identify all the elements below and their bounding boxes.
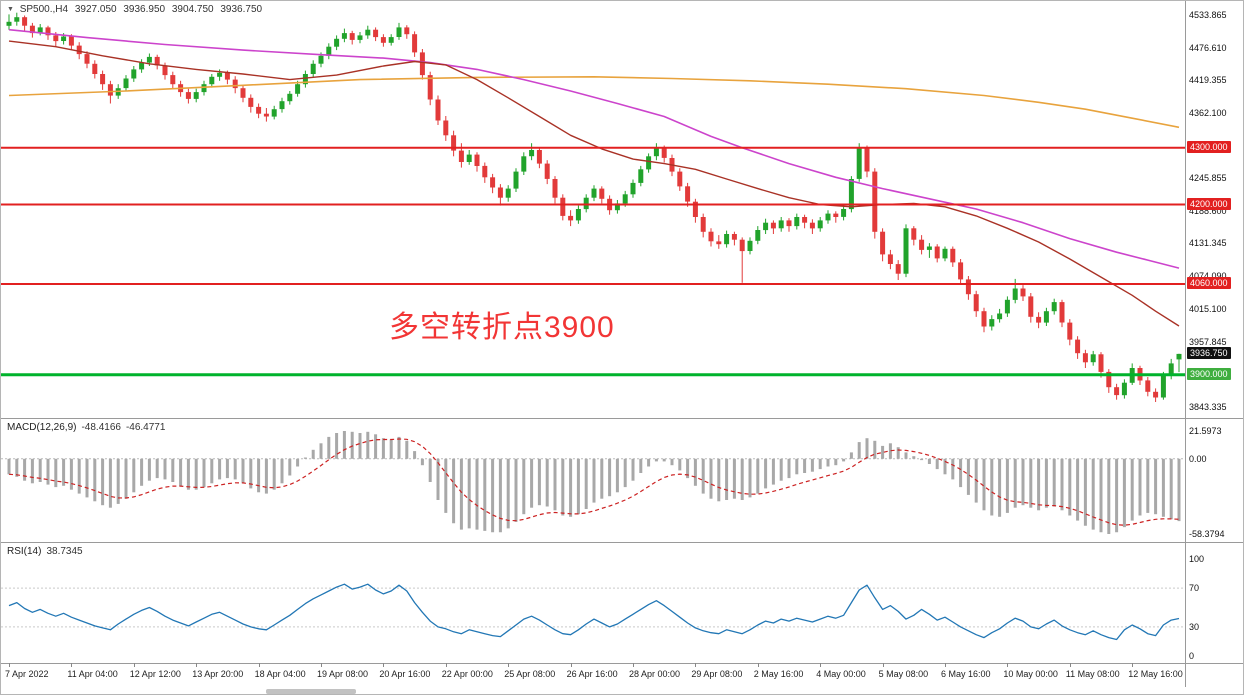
price-axis[interactable]: 4533.865 4476.610 4419.355 4362.100 4245.855… [1187,1,1243,687]
price-axis-label: 4131.345 [1189,238,1227,249]
chart-marker-icon: ▼ [7,6,14,13]
time-axis-label: 12 Apr 12:00 [129,669,181,679]
time-tick [71,663,73,667]
price-level-label-3900.000: 3900.000 [1187,367,1231,380]
ohlc-open: 3927.050 [74,4,117,15]
time-tick [196,663,198,667]
axis-separator-vertical [1185,1,1186,687]
time-axis-label: 11 Apr 04:00 [67,669,118,679]
ma-fast-darkred [8,40,1180,327]
ma-slow-orange [8,76,1180,129]
time-tick [508,663,510,667]
price-axis-label: 4419.355 [1189,75,1227,85]
rsi-line [8,583,1180,641]
macd-signal-line [8,438,1180,526]
macd-histogram [7,431,1181,534]
time-axis-label: 25 Apr 08:00 [504,669,556,679]
time-tick [820,663,822,667]
macd-chart[interactable] [1,419,1185,542]
time-axis-label: 2 May 16:00 [753,669,804,679]
macd-axis-label: 0.00 [1189,453,1207,464]
price-axis-label: 4074.090 [1189,270,1227,281]
symbol-info: ▼ SP500.,H4 3927.050 3936.950 3904.750 3… [7,4,266,15]
time-tick [258,663,260,667]
time-tick [757,663,759,667]
time-tick [9,663,10,667]
rsi-axis-label: 0 [1189,651,1195,661]
ma-mid-magenta [8,28,1180,269]
time-tick [1132,663,1134,667]
ohlc-high: 3936.950 [123,4,166,15]
rsi-axis-label: 30 [1189,621,1200,632]
rsi-value: 38.7345 [46,546,83,557]
axis-separator [1,663,1243,664]
time-tick [633,663,634,667]
candlesticks [6,12,1182,402]
price-axis-label: 4362.100 [1189,107,1227,118]
time-axis-label: 19 Apr 08:00 [317,669,369,679]
text-annotation[interactable]: 多空转折点3900 [389,311,615,344]
time-tick [321,663,322,667]
time-axis-label: 11 May 08:00 [1065,669,1120,679]
time-axis-label: 18 Apr 04:00 [254,669,306,679]
time-tick [882,663,884,667]
time-axis[interactable]: 7 Apr 2022 11 Apr 04:00 12 Apr 12:00 13 Apr… [1,663,1185,687]
rsi-label: RSI(14) 38.7345 [7,546,83,557]
time-axis-label: 6 May 16:00 [941,669,991,679]
price-axis-label: 4476.610 [1189,42,1227,53]
rsi-axis-label: 70 [1189,583,1200,594]
price-axis-label: 4245.855 [1189,173,1227,184]
price-axis-label: 3957.845 [1189,336,1227,347]
time-axis-label: 29 Apr 08:00 [691,669,743,679]
time-tick [945,663,946,667]
time-tick [383,663,385,667]
time-tick [1007,663,1009,667]
horizontal-levels [1,146,1185,377]
ohlc-low: 3904.750 [171,4,214,15]
bottom-strip [1,687,1243,694]
macd-value: -48.4166 [81,422,121,433]
price-axis-label: 4188.600 [1189,205,1227,216]
macd-label: MACD(12,26,9) -48.4166 -46.4771 [7,422,165,433]
macd-axis-label: 21.5973 [1189,425,1222,436]
time-axis-label: 20 Apr 16:00 [379,669,431,679]
time-tick [133,663,135,667]
time-axis-label: 4 May 00:00 [816,669,866,679]
macd-signal-value: -46.4771 [125,422,166,433]
rsi-name: RSI(14) [7,546,42,557]
time-axis-label: 22 Apr 00:00 [441,669,493,679]
price-axis-label: 4015.100 [1189,304,1227,315]
time-axis-label: 13 Apr 20:00 [192,669,244,679]
current-price-label: 3936.750 [1187,346,1231,359]
time-tick [1069,663,1071,667]
time-tick [695,663,697,667]
time-axis-label: 28 Apr 00:00 [629,669,681,679]
time-tick [570,663,572,667]
price-axis-label: 3843.335 [1189,401,1227,412]
time-axis-label: 26 Apr 16:00 [566,669,618,679]
time-axis-label: 12 May 16:00 [1128,669,1183,679]
rsi-axis-label: 100 [1189,554,1205,564]
main-chart[interactable] [1,1,1185,418]
panel-separator[interactable] [1,418,1243,419]
macd-axis-label: -58.3794 [1189,528,1225,539]
rsi-chart[interactable] [1,543,1185,663]
price-level-label-4300.000: 4300.000 [1187,140,1231,153]
moving-averages [8,28,1180,327]
symbol-title: SP500.,H4 [19,4,69,15]
time-axis-label: 10 May 00:00 [1003,669,1058,679]
price-level-label-4060.000: 4060.000 [1187,276,1231,289]
price-level-label-4200.000: 4200.000 [1187,197,1231,210]
panel-separator[interactable] [1,542,1243,543]
time-axis-label: 5 May 08:00 [878,669,929,679]
macd-name: MACD(12,26,9) [7,422,77,433]
ohlc-close: 3936.750 [220,4,263,15]
horizontal-scrollbar-thumb[interactable] [266,689,356,694]
price-axis-label: 4533.865 [1189,10,1227,21]
time-axis-label: 7 Apr 2022 [5,669,49,679]
time-tick [445,663,447,667]
